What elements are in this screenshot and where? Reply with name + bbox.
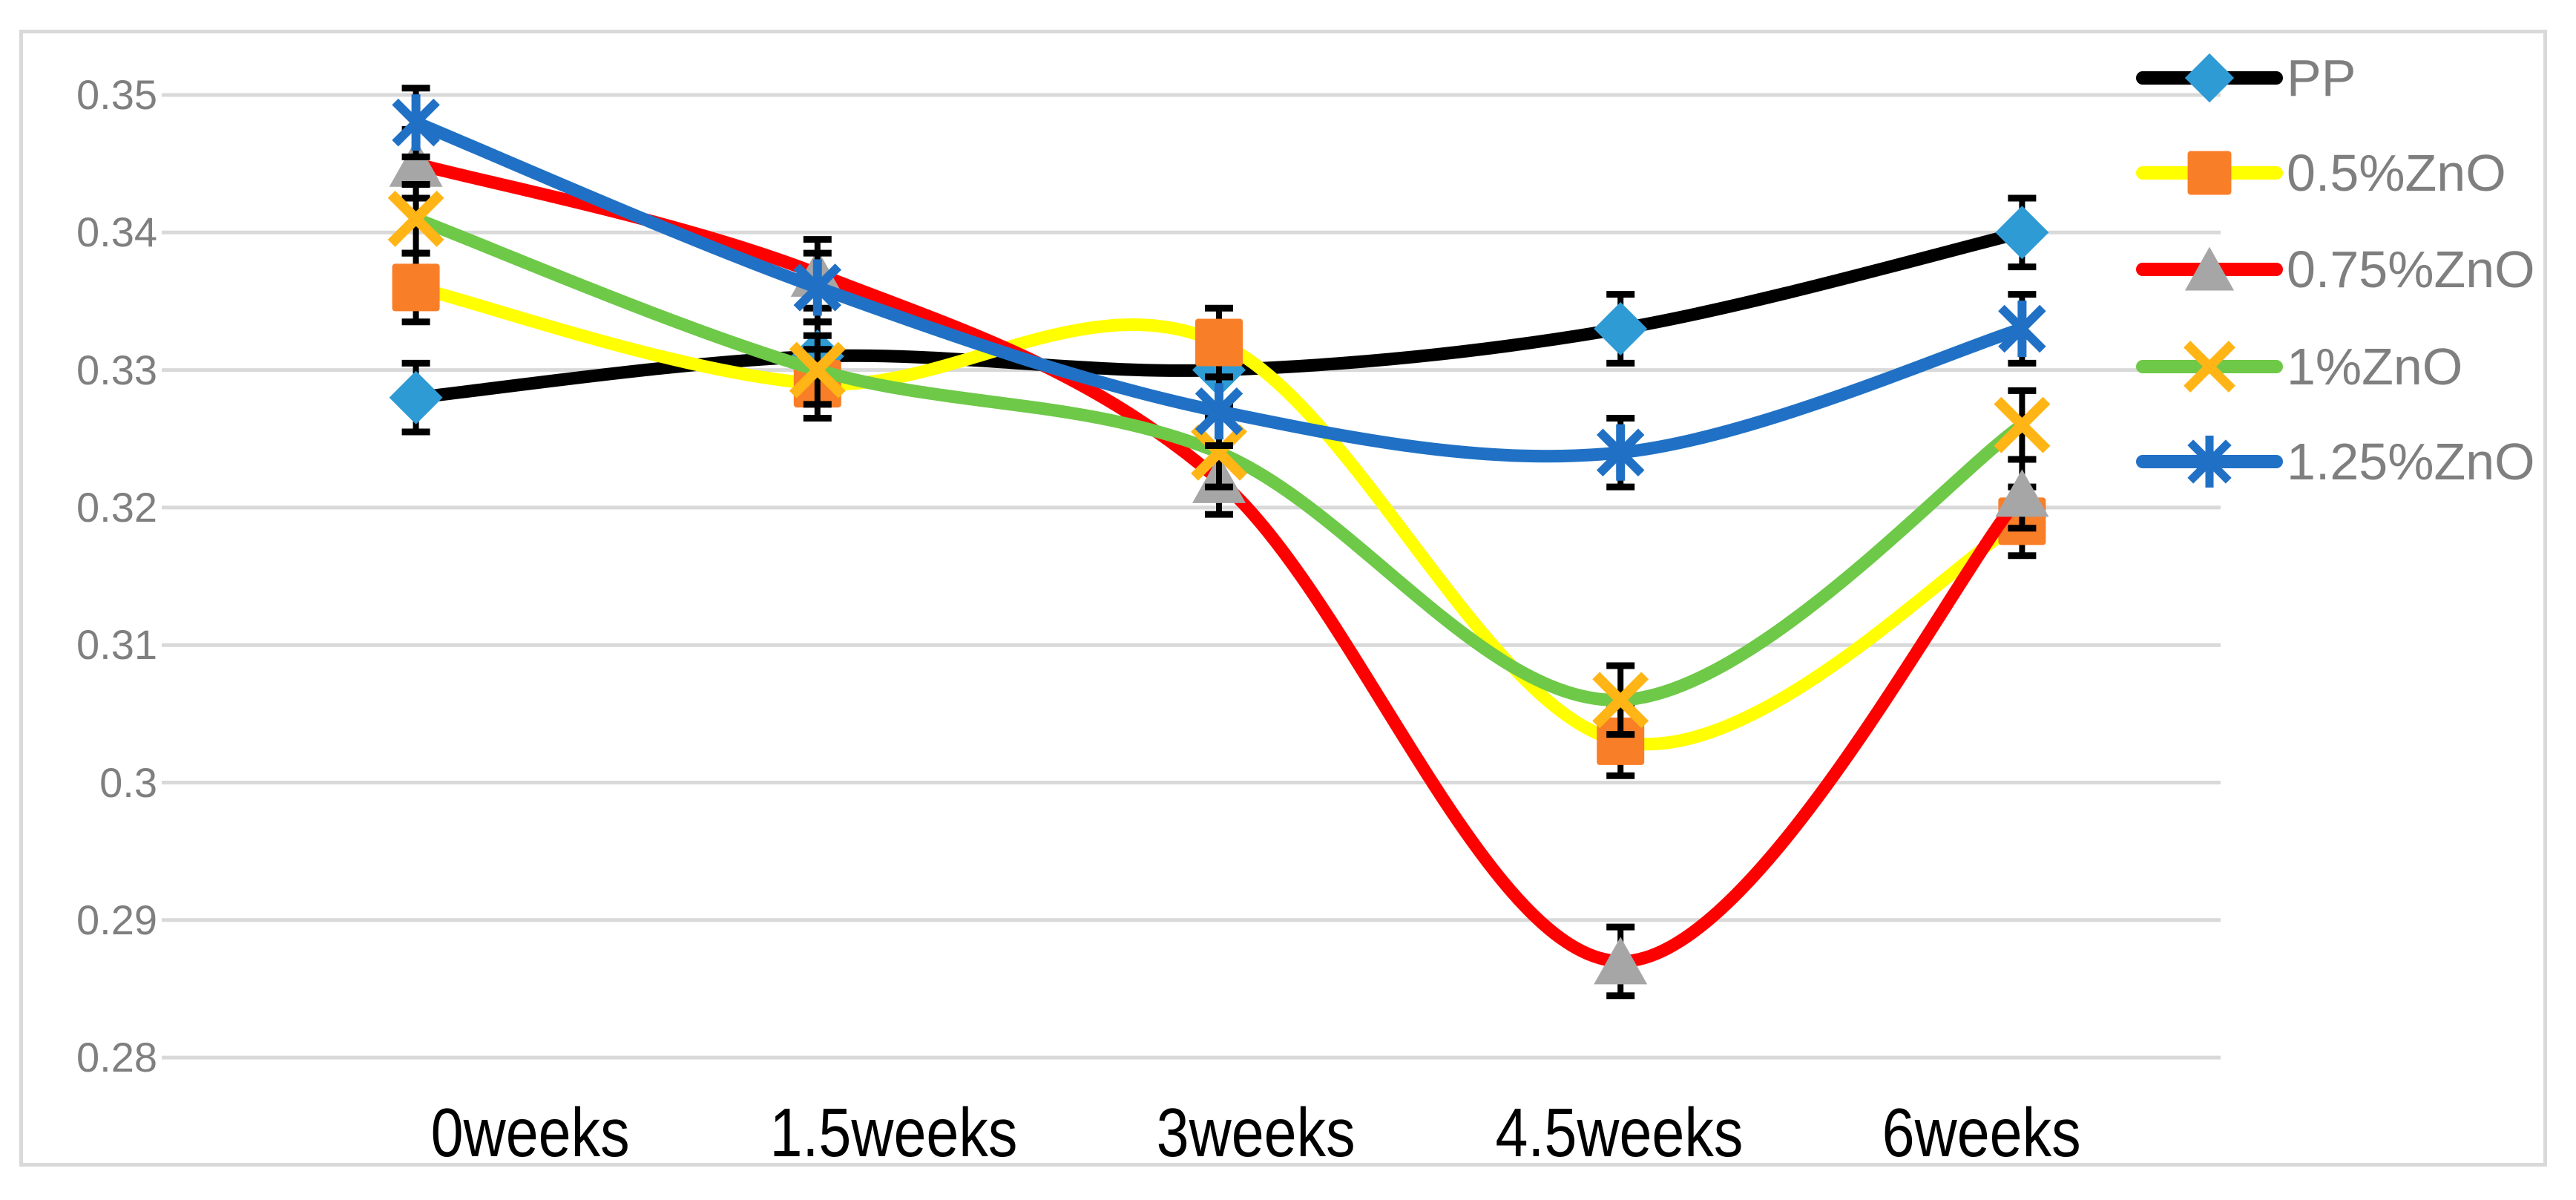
legend-label-0-5-zno: 0.5%ZnO [2287, 144, 2506, 202]
x-marker [789, 341, 846, 399]
asterisk-marker [392, 94, 440, 151]
x-tick-label-text: 4.5weeks [1495, 1094, 1743, 1171]
x-tick-label-0weeks: 0weeks [271, 1098, 790, 1167]
x-tick-label-text: 0weeks [430, 1094, 631, 1171]
markers-1-25-zno [392, 94, 2046, 481]
x-tick-label-1-5weeks: 1.5weeks [634, 1098, 1153, 1167]
asterisk-marker [793, 259, 842, 316]
y-tick-label-0-32: 0.32 [76, 483, 157, 531]
legend-label-0-75-zno: 0.75%ZnO [2287, 240, 2535, 298]
triangle-marker [2184, 246, 2235, 291]
series-1-zno [387, 180, 2051, 738]
legend-item-0-5-zno: 0.5%ZnO [2136, 144, 2506, 202]
series-line-1-zno [410, 212, 2028, 706]
triangle-marker [1995, 469, 2049, 517]
x-marker [387, 190, 444, 247]
asterisk-marker [1195, 383, 1243, 440]
square-marker [1597, 717, 1645, 765]
series-line-0-75-zno [410, 157, 2028, 968]
square-marker [2187, 151, 2232, 195]
square-marker [392, 263, 440, 312]
triangle-marker [1594, 937, 1648, 985]
y-axis-tick-labels: 0.35 0.34 0.33 0.32 0.31 0.3 0.29 0.28 [0, 0, 157, 1200]
legend-item-1-25-zno: 1.25%ZnO [2136, 433, 2535, 491]
series-1-25-zno [392, 85, 2046, 491]
series-line-0-5-zno [410, 281, 2028, 751]
y-tick-label-0-28: 0.28 [76, 1034, 157, 1081]
legend-item-1-zno: 1%ZnO [2136, 338, 2462, 396]
y-tick-label-0-33: 0.33 [76, 346, 157, 393]
legend-label-1-zno: 1%ZnO [2287, 338, 2462, 396]
diamond-marker [2184, 53, 2235, 103]
y-tick-label-0-31: 0.31 [76, 621, 157, 669]
legend-item-0-75-zno: 0.75%ZnO [2136, 240, 2535, 298]
diamond-marker [389, 370, 443, 424]
x-marker [1191, 424, 1247, 481]
x-tick-label-text: 3weeks [1156, 1094, 1356, 1171]
legend-label-1-25-zno: 1.25%ZnO [2287, 433, 2535, 491]
legend-item-pp: PP [2136, 49, 2356, 107]
markers-1-zno [387, 190, 2051, 729]
diamond-marker [1995, 206, 2049, 260]
x-tick-label-4-5weeks: 4.5weeks [1359, 1098, 1879, 1167]
y-tick-label-0-35: 0.35 [76, 71, 157, 118]
square-marker [1195, 318, 1243, 367]
triangle-marker [389, 139, 443, 187]
y-tick-label-0-34: 0.34 [76, 209, 157, 256]
x-tick-label-text: 1.5weeks [769, 1094, 1017, 1171]
asterisk-marker [2187, 436, 2232, 488]
gridlines [162, 93, 2221, 1060]
x-tick-label-3weeks: 3weeks [996, 1098, 1516, 1167]
x-tick-label-6weeks: 6weeks [1722, 1098, 2241, 1167]
x-tick-label-text: 6weeks [1882, 1094, 2082, 1171]
legend-label-pp: PP [2287, 49, 2356, 107]
y-tick-label-0-3: 0.3 [99, 758, 157, 806]
chart-frame [19, 30, 2547, 1167]
x-marker [1592, 672, 1649, 729]
asterisk-marker [1998, 301, 2046, 357]
x-marker [1994, 396, 2051, 453]
legend: PP 0.5%ZnO 0.75%ZnO 1%ZnO 1.25%ZnO [2136, 49, 2535, 491]
asterisk-marker [1596, 424, 1645, 481]
x-marker [2184, 341, 2235, 393]
diamond-marker [1594, 302, 1648, 355]
y-tick-label-0-29: 0.29 [76, 896, 157, 943]
